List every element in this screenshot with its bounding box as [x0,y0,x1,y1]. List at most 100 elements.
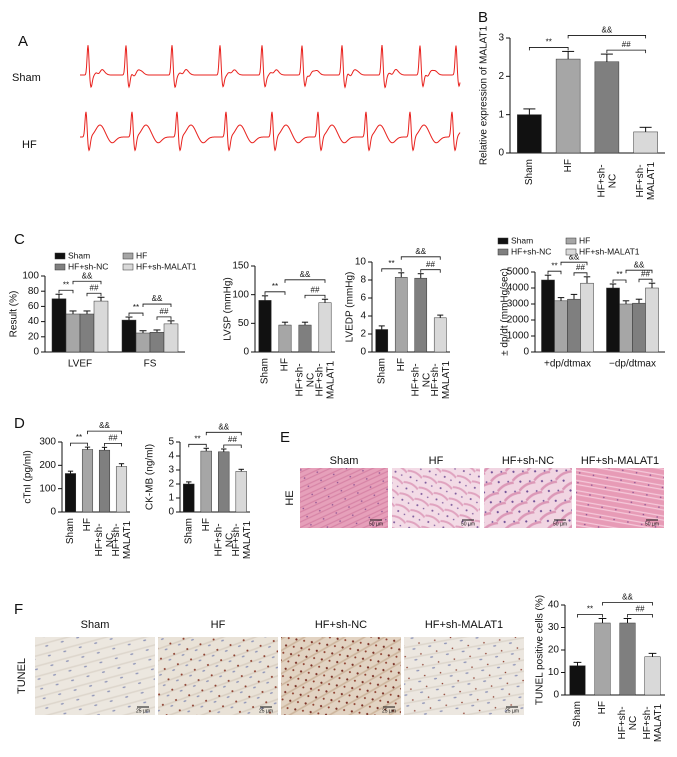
legend-swatch [565,237,577,245]
y-tick-label: 4 [360,311,366,322]
bar [433,317,447,353]
micrograph [404,637,524,715]
micrograph [300,468,388,528]
legend-label: HF+sh-NC [68,261,108,271]
significance-bracket [528,47,569,51]
y-tick-label: 40 [548,600,560,611]
scale-bar-label: 50 µm [369,521,383,527]
x-tick-label: HF [280,358,291,371]
y-tick-label: 200 [39,460,56,471]
significance-bracket [284,279,326,283]
significance-label: ## [641,269,650,278]
significance-bracket [128,312,144,317]
legend-swatch [497,237,509,245]
y-tick-label: 50 [238,318,250,329]
y-tick-label: 3 [498,33,504,44]
legend-label: HF+sh-MALAT1 [579,246,640,256]
significance-label: ## [160,307,169,316]
y-axis-label: ± dp/dt (mmHg/sec) [500,268,511,356]
y-tick-label: 2 [498,71,504,82]
image-title: HF [429,455,444,467]
significance-label: ## [576,263,585,272]
legend-swatch [565,248,577,256]
y-tick-label: 10 [548,667,560,678]
significance-bracket [72,280,102,285]
significance-label: ## [636,605,645,614]
x-tick-label: HF+sh-MALAT1 [111,520,133,559]
significance-label: ** [587,605,593,614]
bar [594,61,620,154]
x-tick-label: HF [396,358,407,371]
x-tick-label: Sham [376,358,387,384]
x-tick-label: Sham [524,159,535,185]
x-tick-label: HF+sh-NC [596,164,618,197]
y-tick-label: 4000 [507,283,530,294]
scale-bar-label: 25 µm [259,708,273,714]
significance-bracket [304,294,326,299]
micrograph [576,468,664,528]
bar [298,324,312,353]
significance-label: && [218,422,229,431]
significance-label: ** [133,303,139,312]
significance-bracket [86,292,102,297]
significance-bracket [264,291,286,295]
significance-label: ** [194,434,200,443]
y-tick-label: 80 [28,286,40,297]
x-tick-label: HF+sh-NC [410,363,432,396]
significance-bracket [142,303,172,308]
micrograph [484,468,572,528]
bar [218,451,230,513]
panel-label: C [14,231,25,248]
significance-label: ## [228,435,237,444]
significance-label: ** [551,261,557,270]
bar [644,656,661,696]
significance-bracket [156,316,172,320]
x-tick-label: HF+sh-MALAT1 [642,703,664,742]
bar [98,449,111,513]
significance-bracket [58,289,74,294]
legend-swatch [497,248,509,256]
y-tick-label: 60 [28,301,40,312]
significance-bracket [567,35,647,39]
significance-label: && [99,421,110,430]
legend-label: HF+sh-MALAT1 [136,261,197,271]
bar [555,58,581,154]
x-tick-label: FS [144,359,157,370]
y-tick-label: 20 [548,645,560,656]
significance-bracket [400,256,441,260]
scale-bar-label: 25 µm [505,708,519,714]
bar [235,471,247,513]
bar [567,298,581,353]
bar [645,287,659,353]
bar [517,114,542,154]
significance-bracket [223,444,242,448]
significance-label: ## [109,433,118,442]
significance-bracket [205,431,242,436]
bar [81,449,94,513]
bar [183,483,195,513]
significance-label: ## [426,260,435,269]
image-title: HF+sh-NC [502,455,554,467]
bar [606,287,620,353]
bar [93,300,109,353]
y-axis-label: Result (%) [9,291,20,338]
y-tick-label: 1000 [507,331,530,342]
y-tick-label: 0 [168,507,174,518]
bar [414,277,428,353]
bar [163,323,179,353]
y-tick-label: 300 [39,437,56,448]
x-tick-label: Sham [183,518,194,544]
y-tick-label: 2 [360,329,366,340]
bar [115,466,128,513]
x-tick-label: +dp/dtmax [544,359,591,370]
y-tick-label: 20 [28,331,40,342]
image-title: Sham [330,455,359,467]
legend-label: Sham [511,235,533,245]
bar [64,473,77,513]
legend-label: HF [579,235,590,245]
image-title: HF+sh-MALAT1 [425,619,503,631]
significance-bracket [577,614,603,618]
significance-label: ## [90,283,99,292]
bar [200,450,212,513]
